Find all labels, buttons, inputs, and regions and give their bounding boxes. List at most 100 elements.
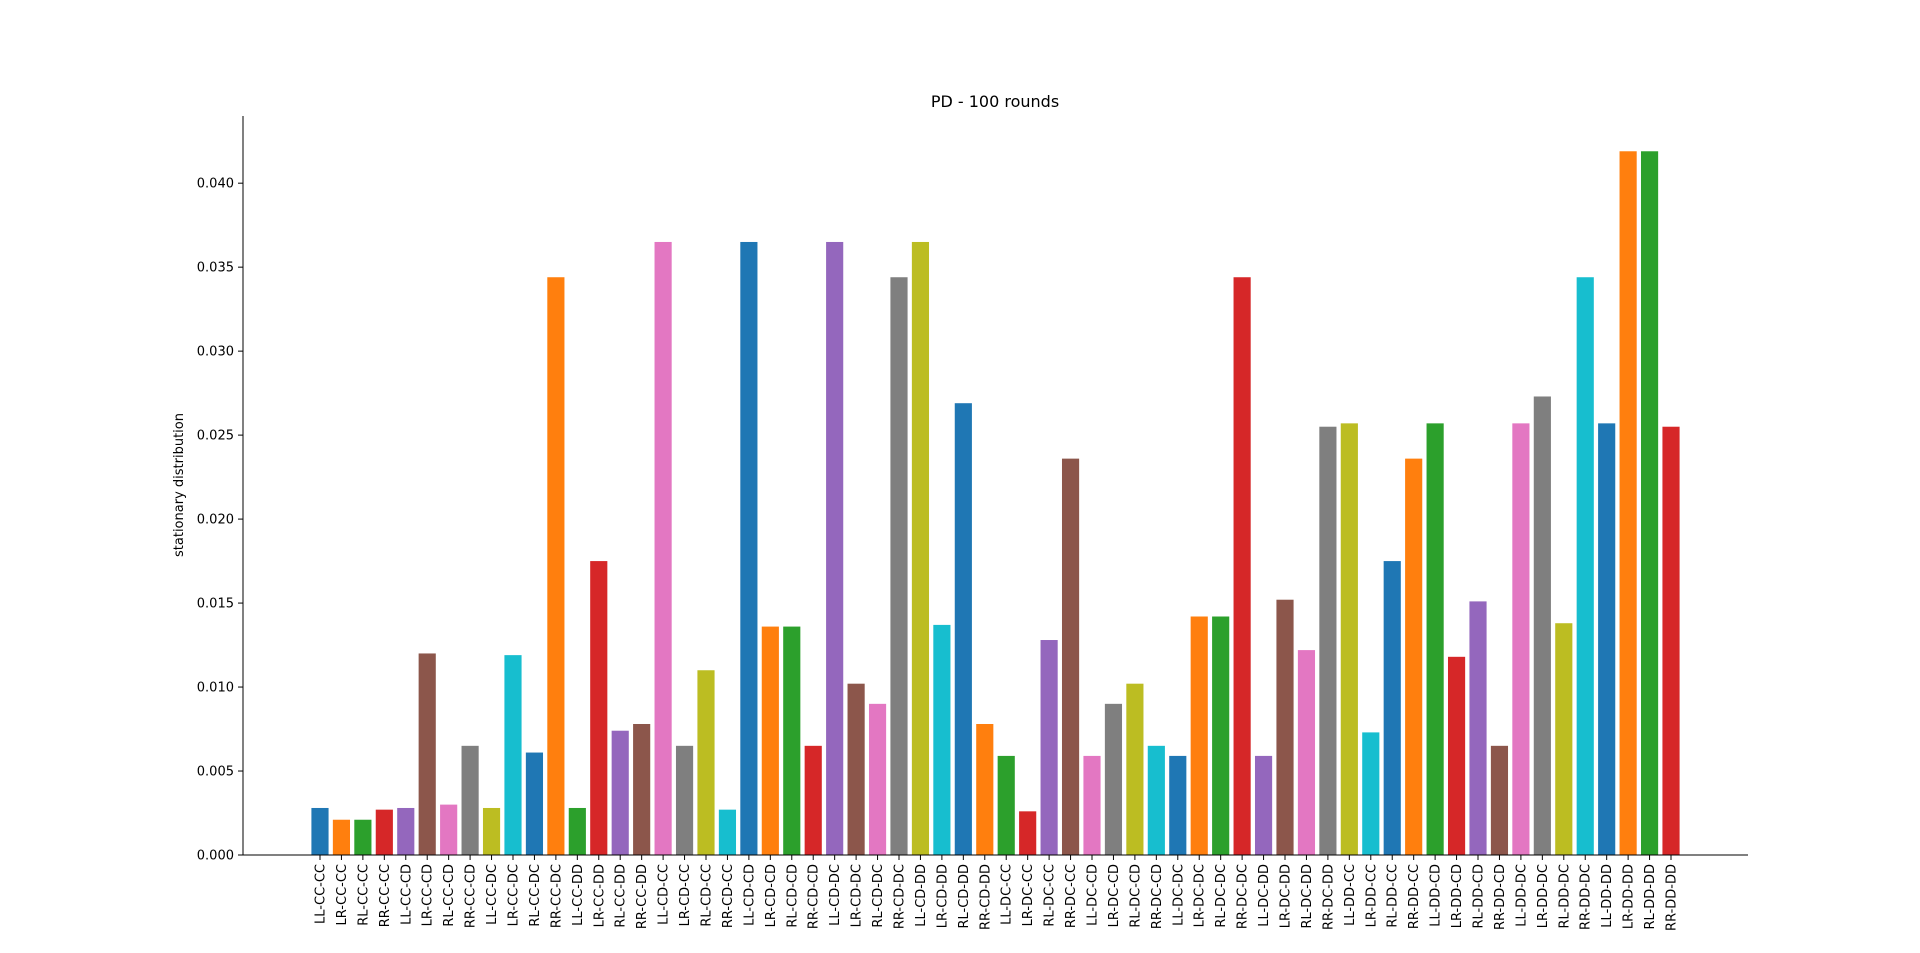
- bar-rr-dd-cd: [1490, 745, 1509, 855]
- x-tick-label: RL-DC-DC: [1214, 864, 1229, 928]
- bar-ll-dd-cd: [1426, 423, 1444, 855]
- bar-lr-cc-cd: [418, 653, 436, 855]
- x-tick-label: LR-DD-DC: [1536, 864, 1551, 928]
- bar-ll-dc-dc: [1169, 755, 1187, 855]
- y-tick-label: 0.015: [197, 597, 234, 612]
- x-axis-ticks: LL-CC-CC LR-CC-CC RL-CC-CC RR-CC-CC LL-CC-CD…: [313, 855, 1680, 931]
- bar-rr-cc-cc: [375, 809, 393, 855]
- x-tick-label: RR-CD-DD: [978, 864, 993, 930]
- bar-ll-cc-dd: [568, 807, 586, 855]
- bar-lr-cc-dc: [504, 655, 522, 855]
- y-tick-label: 0.005: [197, 765, 234, 780]
- bar-rl-dc-cc: [1040, 640, 1058, 855]
- x-tick-label: LR-CC-DD: [592, 864, 607, 927]
- bar-lr-cd-cc: [675, 745, 694, 855]
- bar-rr-dd-cc: [1405, 458, 1423, 855]
- y-tick-label: 0.010: [197, 681, 234, 696]
- bar-rr-dd-dc: [1576, 277, 1594, 856]
- bars-group: [311, 151, 1680, 856]
- x-tick-label: LL-DD-CC: [1343, 864, 1358, 926]
- x-tick-label: LL-DC-CD: [1086, 864, 1101, 926]
- bar-ll-cd-dc: [826, 241, 844, 855]
- x-tick-label: RL-DC-CC: [1043, 864, 1058, 927]
- x-tick-label: LL-CC-CD: [399, 864, 414, 925]
- bar-lr-cc-cc: [332, 819, 351, 855]
- bar-ll-cc-cd: [397, 807, 415, 855]
- bar-lr-dc-cd: [1104, 703, 1123, 855]
- bar-lr-cc-dd: [590, 561, 608, 855]
- bar-ll-dd-dd: [1598, 423, 1616, 855]
- bar-ll-dc-cd: [1083, 755, 1101, 855]
- bar-rl-dc-cd: [1126, 683, 1144, 855]
- y-tick-label: 0.000: [197, 849, 234, 864]
- x-tick-label: LR-DC-CC: [1021, 864, 1036, 926]
- x-tick-label: LL-CC-CC: [313, 864, 328, 924]
- x-tick-label: RR-DC-DD: [1321, 864, 1336, 930]
- bar-ll-dc-dd: [1254, 755, 1273, 855]
- x-tick-label: RL-DC-CD: [1128, 864, 1143, 928]
- bar-ll-cd-cc: [654, 241, 672, 855]
- x-tick-label: RR-CC-DD: [635, 864, 650, 929]
- bar-rr-dc-cd: [1147, 745, 1165, 855]
- bar-rr-cd-dd: [976, 723, 994, 855]
- x-tick-label: LL-CC-DC: [485, 864, 500, 925]
- bar-rr-cc-dc: [547, 277, 565, 856]
- y-tick-label: 0.025: [197, 429, 234, 444]
- bar-lr-cd-cd: [761, 626, 779, 855]
- y-tick-label: 0.020: [197, 513, 234, 528]
- x-tick-label: LR-CD-CD: [764, 864, 779, 927]
- x-tick-label: RL-DD-DD: [1643, 864, 1658, 929]
- bar-rl-cc-dd: [611, 730, 629, 855]
- x-tick-label: RR-CD-DC: [892, 864, 907, 929]
- bar-lr-dc-dd: [1276, 599, 1294, 855]
- x-tick-label: RL-CC-DC: [528, 864, 543, 927]
- bar-ll-cc-cc: [311, 807, 329, 855]
- bar-lr-dd-dd: [1619, 151, 1637, 856]
- x-tick-label: LL-DC-DD: [1257, 864, 1272, 927]
- x-tick-label: LR-CD-DC: [850, 864, 865, 927]
- x-tick-label: RL-DD-CD: [1472, 864, 1487, 929]
- bar-rl-dd-dd: [1640, 151, 1659, 856]
- bar-rr-cd-cc: [718, 809, 737, 855]
- bar-rl-dc-dd: [1297, 650, 1316, 855]
- x-tick-label: RR-DC-CD: [1150, 864, 1165, 929]
- x-tick-label: RR-DD-CD: [1493, 864, 1508, 930]
- bar-ll-dc-cc: [997, 755, 1015, 855]
- x-tick-label: RL-CD-CD: [785, 864, 800, 928]
- bar-rl-dd-dc: [1555, 623, 1573, 855]
- x-tick-label: RR-CC-CC: [378, 864, 393, 927]
- bar-rl-cd-cd: [783, 626, 801, 855]
- x-tick-label: LR-CD-DD: [935, 864, 950, 928]
- bar-ll-dd-cc: [1340, 423, 1358, 855]
- bar-rl-cd-dd: [954, 403, 972, 855]
- x-tick-label: RR-DD-CC: [1407, 864, 1422, 929]
- x-tick-label: RL-DD-CC: [1386, 864, 1401, 928]
- x-tick-label: RL-CD-DD: [957, 864, 972, 929]
- x-tick-label: LR-DC-DC: [1193, 864, 1208, 927]
- bar-ll-cc-dc: [482, 807, 501, 855]
- bar-rr-dc-dd: [1319, 426, 1337, 855]
- chart-title: PD - 100 rounds: [931, 92, 1059, 111]
- bar-rl-cc-cc: [354, 819, 372, 855]
- x-tick-label: LL-DC-CC: [1000, 864, 1015, 925]
- bar-lr-cd-dc: [847, 683, 865, 855]
- x-tick-label: RL-DC-DD: [1300, 864, 1315, 929]
- x-tick-label: LL-CD-DC: [828, 864, 843, 926]
- bar-rr-cc-cd: [461, 745, 479, 855]
- x-tick-label: RR-CC-DC: [549, 864, 564, 928]
- bar-rr-dd-dd: [1662, 426, 1680, 855]
- x-tick-label: LR-CD-CC: [678, 864, 693, 926]
- x-tick-label: LL-DD-DD: [1600, 864, 1615, 928]
- bar-lr-dd-dc: [1533, 396, 1551, 855]
- bar-rl-cd-dc: [868, 703, 887, 855]
- x-tick-label: RL-CC-CD: [442, 864, 457, 927]
- bar-lr-dc-cc: [1019, 811, 1037, 855]
- x-tick-label: RR-DD-DC: [1579, 864, 1594, 930]
- bar-lr-dc-dc: [1190, 616, 1208, 855]
- x-tick-label: LR-DC-CD: [1107, 864, 1122, 927]
- bar-rr-cd-cd: [804, 745, 822, 855]
- x-tick-label: LR-DD-DD: [1622, 864, 1637, 929]
- x-tick-label: LR-DC-DD: [1279, 864, 1294, 928]
